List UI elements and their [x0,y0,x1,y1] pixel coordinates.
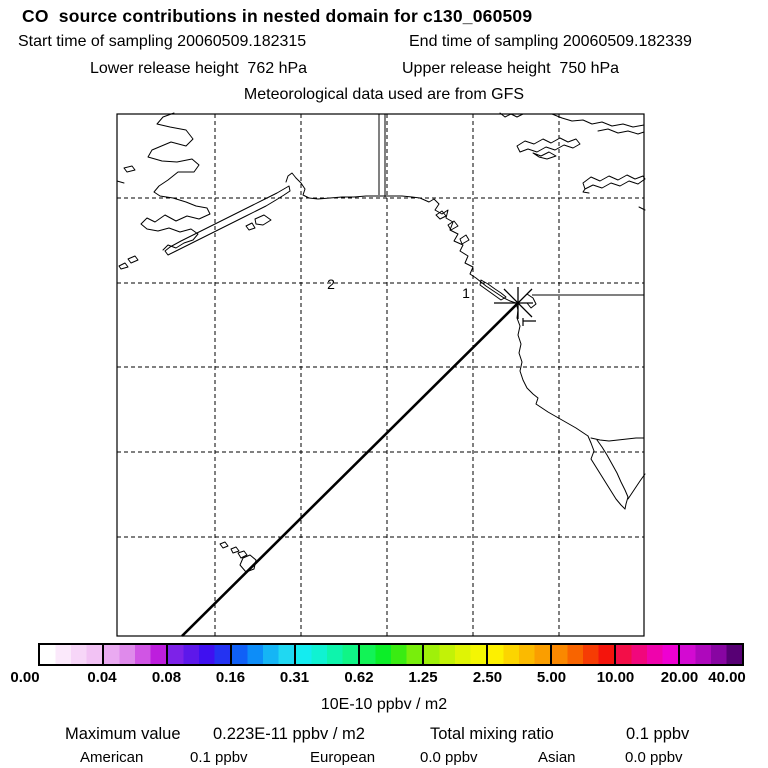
trajectory-day-2-label: 2 [327,276,335,292]
upper-release-text: Upper release height 750 hPa [402,60,620,77]
colorbar-tick-0.16: 0.16 [215,669,246,686]
trajectory-line [181,302,519,637]
colorbar-segment-2 [166,645,230,664]
colorbar-tick-40.00: 40.00 [708,669,746,686]
trajectory-tick-marker [522,318,536,326]
colorbar-tick-2.50: 2.50 [472,669,503,686]
colorbar-tick-1.25: 1.25 [408,669,438,686]
maximum-value-label: Maximum value [65,725,181,743]
colorbar-segment-9 [614,645,678,664]
colorbar-tick-0.00: 0.00 [10,669,40,686]
coastlines [116,112,646,573]
end-time-text: End time of sampling 20060509.182339 [409,33,692,50]
graticule-gridlines [117,114,644,636]
colorbar-tick-10.00: 10.00 [596,669,635,686]
region-asian-value: 0.0 ppbv [625,749,683,766]
region-asian-label: Asian [538,749,576,766]
total-mixing-ratio-value: 0.1 ppbv [626,725,690,743]
page-title: CO source contributions in nested domain… [22,6,533,26]
colorbar-tick-0.31: 0.31 [279,669,310,686]
colorbar-segment-6 [422,645,486,664]
maximum-value: 0.223E-11 ppbv / m2 [213,725,365,743]
start-time-text: Start time of sampling 20060509.182315 [18,33,307,50]
colorbar-tick-20.00: 20.00 [660,669,699,686]
colorbar-segment-8 [550,645,614,664]
colorbar-segment-4 [294,645,358,664]
trajectory-day-1-label: 1 [462,285,470,301]
colorbar [38,643,744,666]
met-source-text: Meteorological data used are from GFS [243,86,525,103]
colorbar-segment-1 [102,645,166,664]
region-european-label: European [310,749,376,766]
region-american-value: 0.1 ppbv [190,749,248,766]
lower-release-text: Lower release height 762 hPa [90,60,308,77]
colorbar-segment-0 [40,645,102,664]
region-american-label: American [80,749,144,766]
colorbar-segment-5 [358,645,422,664]
colorbar-tick-0.04: 0.04 [87,669,117,686]
political-borders [378,114,644,296]
colorbar-tick-0.62: 0.62 [344,669,374,686]
total-mixing-ratio-label: Total mixing ratio [430,725,554,743]
colorbar-tick-0.08: 0.08 [151,669,182,686]
colorbar-segment-7 [486,645,550,664]
colorbar-segment-10 [678,645,742,664]
colorbar-units-label: 10E-10 ppbv / m2 [320,696,448,713]
colorbar-segment-3 [230,645,294,664]
colorbar-tick-5.00: 5.00 [536,669,567,686]
release-point-star-marker [494,287,533,319]
map-frame [116,113,645,637]
region-european-value: 0.0 ppbv [420,749,478,766]
